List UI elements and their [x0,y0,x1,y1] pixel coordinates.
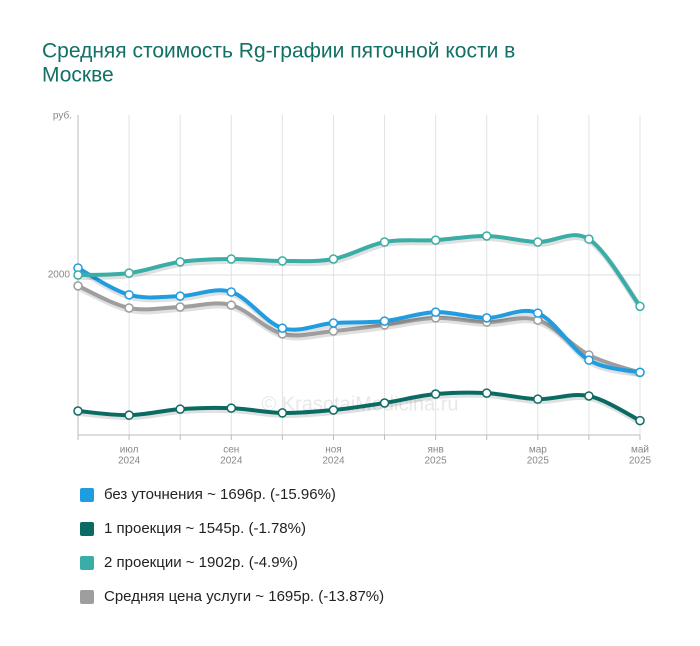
point [175,257,185,267]
point [226,300,237,310]
point [73,270,83,280]
point [584,355,594,365]
point [277,256,288,266]
point [124,268,134,278]
point [635,301,645,312]
legend-label: Средняя цена услуги ~ 1695р. (-13.87%) [104,588,384,605]
point [481,388,492,398]
point [73,281,83,291]
x-tick-label: июл [120,445,139,456]
point [379,237,390,247]
point [584,391,594,401]
x-tick-label: 2024 [220,456,243,467]
point [226,287,237,297]
point [328,318,339,328]
point [124,290,134,300]
x-tick-label: 2025 [527,456,550,467]
series-line [77,266,641,375]
point [277,408,288,418]
point [124,303,134,313]
point [635,367,645,378]
point [533,308,543,318]
y-unit: руб. [53,110,72,122]
point [124,410,134,420]
point [73,406,83,416]
point [481,313,492,323]
point [328,254,339,264]
legend-swatch [80,488,94,502]
point [226,254,237,264]
chart-title: Москве [42,64,114,87]
chart-title: Средняя стоимость Rg-графии пяточной кос… [42,40,515,63]
point [430,307,441,317]
legend-label: без уточнения ~ 1696р. (-15.96%) [104,486,336,503]
legend-swatch [80,590,94,604]
legend-swatch [80,522,94,536]
y-tick-label: 2000 [48,270,71,281]
point [277,323,288,333]
point [175,302,185,312]
point [430,235,441,245]
point [533,394,543,404]
legend-label: 2 проекции ~ 1902р. (-4.9%) [104,554,298,571]
legend-label: 1 проекция ~ 1545р. (-1.78%) [104,520,306,537]
x-tick-label: ноя [325,445,342,456]
x-tick-label: 2024 [322,456,345,467]
point [584,234,594,244]
point [175,291,185,301]
x-tick-label: янв [428,445,444,456]
point [328,405,339,415]
x-tick-label: май [631,445,649,456]
x-tick-label: 2025 [425,456,448,467]
x-tick-label: мар [529,445,547,456]
point [481,231,492,241]
point [430,389,441,399]
point [635,415,645,426]
point [226,403,237,413]
point [533,237,543,247]
point [379,398,390,408]
point [379,316,390,326]
legend-swatch [80,556,94,570]
x-tick-label: 2024 [118,456,141,467]
x-tick-label: 2025 [629,456,652,467]
point [175,404,185,414]
x-tick-label: сен [223,445,239,456]
